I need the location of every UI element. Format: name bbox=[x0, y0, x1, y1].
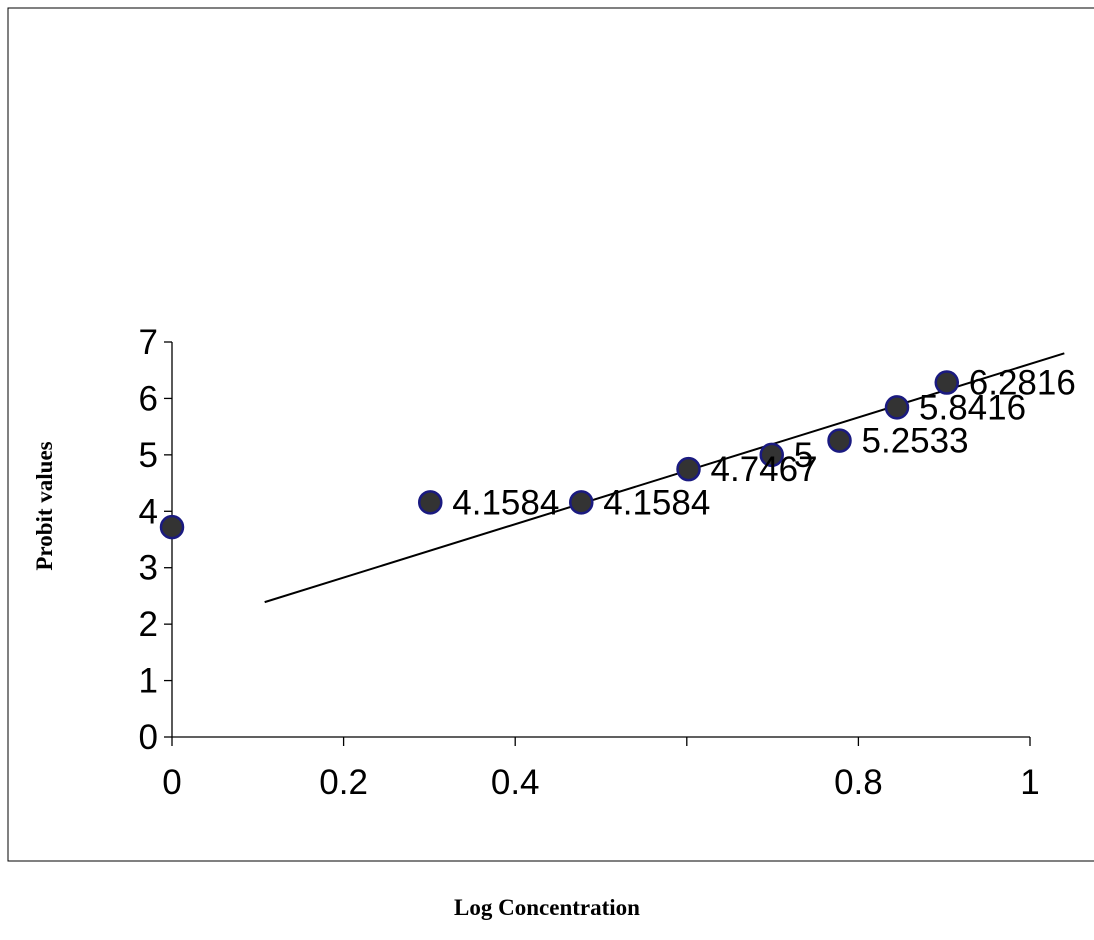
data-point bbox=[418, 490, 443, 515]
y-tick-label: 5 bbox=[139, 436, 158, 475]
y-tick-label: 7 bbox=[139, 323, 158, 362]
chart-frame bbox=[7, 7, 1094, 862]
data-label: 5.2533 bbox=[862, 422, 969, 461]
data-point bbox=[827, 428, 852, 453]
y-tick-label: 2 bbox=[139, 605, 158, 644]
data-label: 4.1584 bbox=[452, 483, 559, 522]
y-axis-title: Probit values bbox=[32, 441, 57, 570]
points-group bbox=[159, 370, 960, 540]
x-tick-label: 0.2 bbox=[319, 763, 368, 802]
data-point bbox=[569, 490, 594, 515]
data-point bbox=[676, 456, 701, 482]
data-label: 4.7467 bbox=[711, 450, 818, 489]
data-point bbox=[159, 514, 185, 540]
data-label: 5.8416 bbox=[919, 388, 1026, 427]
axes: 0 1 2 3 4 5 6 7 0 0.2 0.4 0.8 1 bbox=[139, 323, 1040, 802]
data-label: 5 bbox=[794, 436, 813, 475]
x-tick-label: 0 bbox=[162, 763, 181, 802]
x-tick-label: 0.8 bbox=[834, 763, 883, 802]
trendline bbox=[264, 352, 1065, 604]
y-tick-label: 0 bbox=[139, 718, 158, 757]
data-label: 6.2816 bbox=[969, 364, 1076, 403]
x-axis-title: Log Concentration bbox=[454, 895, 640, 920]
y-tick-label: 6 bbox=[139, 379, 158, 418]
data-point bbox=[884, 395, 910, 420]
x-tick-label: 0.4 bbox=[491, 763, 540, 802]
y-tick-label: 4 bbox=[139, 492, 158, 531]
y-tick-label: 3 bbox=[139, 549, 158, 588]
data-point bbox=[934, 370, 960, 395]
y-tick-label: 1 bbox=[139, 662, 158, 701]
data-label: 4.1584 bbox=[603, 483, 710, 522]
data-point bbox=[759, 442, 784, 468]
x-tick-label: 1 bbox=[1020, 763, 1039, 802]
trendline-group bbox=[264, 352, 1065, 604]
